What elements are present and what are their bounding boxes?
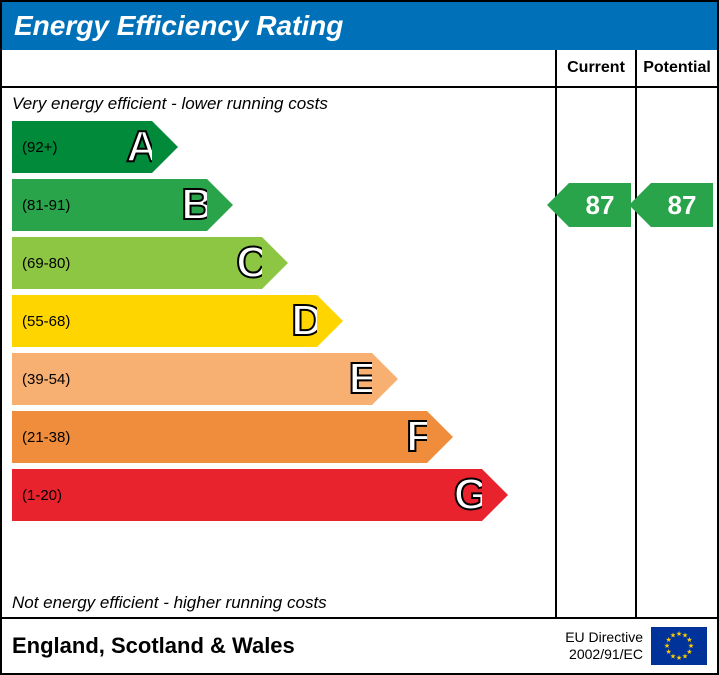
eu-flag-icon: ★★★★★★★★★★★★	[651, 627, 707, 665]
bands-container: (92+) A (81-91) B (69-80) C (55-68) D (39-54) E (2…	[2, 118, 555, 587]
footer-directive: EU Directive 2002/91/EC	[565, 629, 643, 663]
current-column: Current 87	[557, 50, 637, 617]
band-bar-g: (1-20)G	[12, 469, 482, 521]
band-letter-g: G	[454, 470, 488, 520]
current-rating-value: 87	[586, 190, 615, 221]
potential-column: Potential 87	[637, 50, 717, 617]
band-bar-b: (81-91)B	[12, 179, 207, 231]
directive-line2: 2002/91/EC	[565, 646, 643, 663]
band-row-g: (1-20) G	[12, 466, 555, 524]
band-bar-f: (21-38)F	[12, 411, 427, 463]
content-row: Very energy efficient - lower running co…	[2, 50, 717, 619]
band-bar-a: (92+)A	[12, 121, 152, 173]
band-row-e: (39-54) E	[12, 350, 555, 408]
band-range-c: (69-80)	[12, 255, 70, 272]
potential-rating-value: 87	[668, 190, 697, 221]
band-range-b: (81-91)	[12, 197, 70, 214]
band-row-d: (55-68) D	[12, 292, 555, 350]
footer: England, Scotland & Wales EU Directive 2…	[2, 619, 717, 673]
band-range-f: (21-38)	[12, 429, 70, 446]
band-letter-a: A	[126, 122, 158, 172]
band-row-b: (81-91) B	[12, 176, 555, 234]
band-range-e: (39-54)	[12, 371, 70, 388]
band-letter-b: B	[181, 180, 213, 230]
epc-chart: Energy Efficiency Rating Very energy eff…	[0, 0, 719, 675]
band-letter-f: F	[406, 412, 433, 462]
band-letter-c: C	[236, 238, 268, 288]
current-header: Current	[557, 50, 635, 88]
band-bar-e: (39-54)E	[12, 353, 372, 405]
current-rating-pointer: 87	[569, 183, 631, 227]
caption-bottom: Not energy efficient - higher running co…	[2, 587, 555, 617]
directive-line1: EU Directive	[565, 629, 643, 646]
band-row-c: (69-80) C	[12, 234, 555, 292]
bands-column: Very energy efficient - lower running co…	[2, 50, 557, 617]
chart-title: Energy Efficiency Rating	[2, 2, 717, 50]
band-range-a: (92+)	[12, 139, 57, 156]
band-letter-e: E	[349, 354, 378, 404]
potential-header: Potential	[637, 50, 717, 88]
band-row-f: (21-38) F	[12, 408, 555, 466]
footer-right: EU Directive 2002/91/EC ★★★★★★★★★★★★	[565, 627, 707, 665]
band-row-a: (92+) A	[12, 118, 555, 176]
band-range-g: (1-20)	[12, 487, 62, 504]
potential-rating-pointer: 87	[651, 183, 713, 227]
band-bar-c: (69-80)C	[12, 237, 262, 289]
band-letter-d: D	[291, 296, 323, 346]
header-spacer	[2, 50, 555, 88]
band-range-d: (55-68)	[12, 313, 70, 330]
caption-top: Very energy efficient - lower running co…	[2, 88, 555, 118]
footer-region: England, Scotland & Wales	[12, 633, 295, 659]
band-bar-d: (55-68)D	[12, 295, 317, 347]
